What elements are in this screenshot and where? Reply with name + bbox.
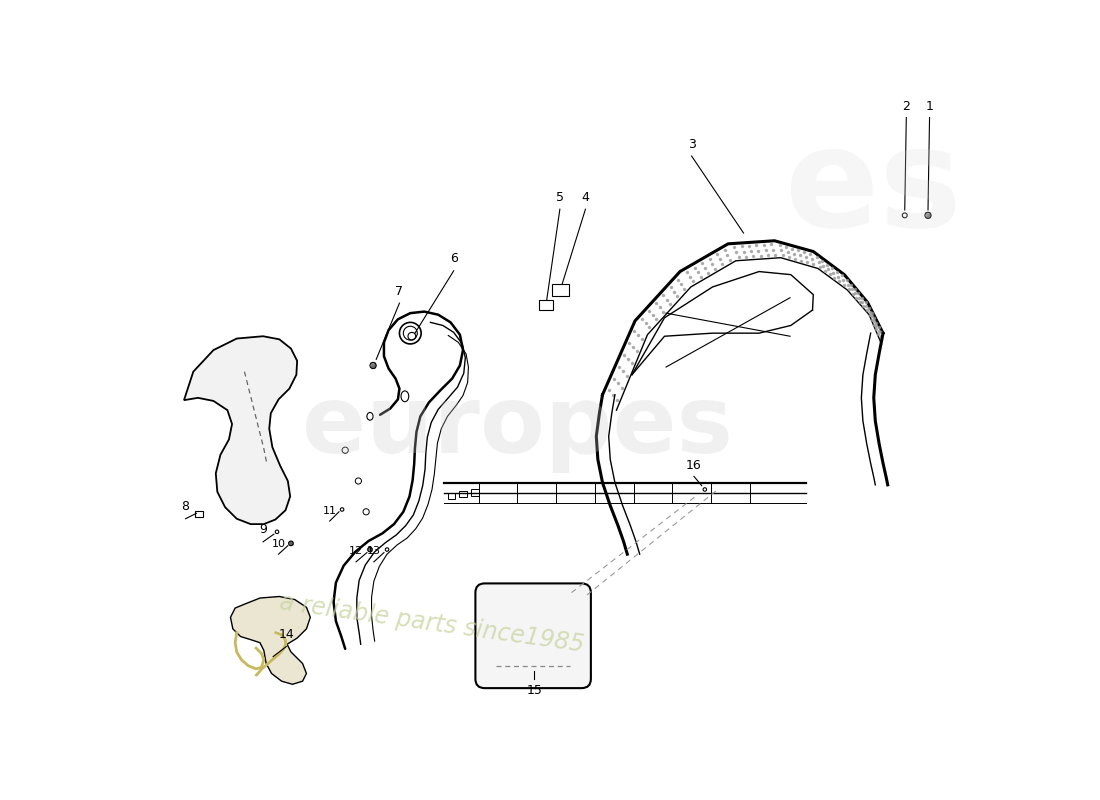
Bar	[552, 284, 569, 296]
Text: 8: 8	[182, 500, 189, 514]
Circle shape	[703, 488, 706, 491]
Circle shape	[275, 530, 278, 534]
Bar	[448, 493, 455, 498]
Circle shape	[370, 362, 376, 369]
Text: 11: 11	[322, 506, 337, 516]
Text: 15: 15	[527, 684, 542, 698]
Text: 4: 4	[582, 190, 590, 204]
FancyBboxPatch shape	[475, 583, 591, 688]
Text: 5: 5	[556, 190, 564, 204]
Circle shape	[340, 508, 344, 511]
Bar	[195, 511, 204, 517]
Text: 3: 3	[688, 138, 695, 151]
Bar	[459, 491, 466, 497]
Text: es: es	[785, 121, 962, 256]
Polygon shape	[231, 597, 310, 684]
Circle shape	[902, 213, 908, 218]
Text: 10: 10	[272, 538, 286, 549]
Text: 14: 14	[278, 628, 294, 641]
Circle shape	[288, 541, 294, 546]
Text: 6: 6	[450, 253, 458, 266]
Text: 9: 9	[260, 523, 267, 537]
Text: 1: 1	[925, 100, 934, 113]
Text: 12: 12	[349, 546, 363, 557]
Text: 13: 13	[367, 546, 381, 557]
Polygon shape	[184, 336, 297, 524]
Text: 16: 16	[686, 458, 702, 472]
Text: 2: 2	[902, 100, 910, 113]
Text: a reliable parts since1985: a reliable parts since1985	[278, 590, 586, 657]
Text: europes: europes	[301, 381, 733, 473]
Text: 7: 7	[396, 285, 404, 298]
Bar	[539, 300, 553, 310]
Bar	[471, 490, 478, 496]
Circle shape	[925, 212, 931, 218]
Circle shape	[367, 547, 372, 552]
Circle shape	[385, 548, 388, 551]
